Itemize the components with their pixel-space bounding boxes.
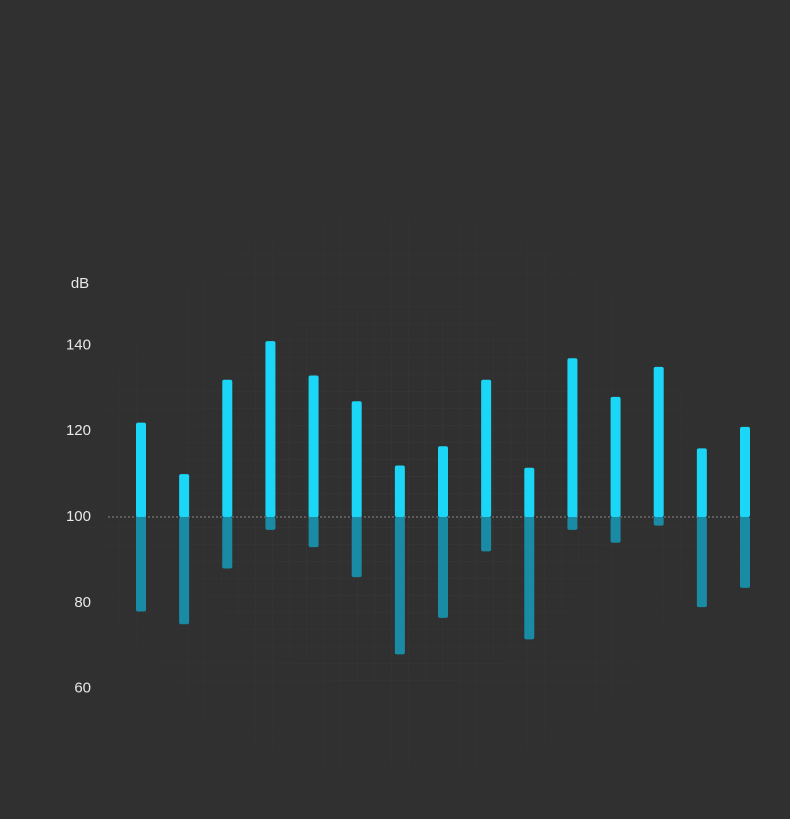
bar-upper	[136, 422, 146, 518]
bar-lower	[265, 517, 276, 530]
bar-upper	[308, 375, 319, 518]
y-tick-label: 80	[74, 594, 91, 611]
bar-upper	[696, 448, 707, 518]
bar-upper	[740, 426, 750, 518]
y-tick-label: 100	[66, 508, 91, 525]
bar-lower	[696, 517, 707, 608]
bar-lower	[438, 517, 448, 618]
bar-lower	[653, 517, 664, 526]
bar-upper	[351, 401, 362, 518]
bar-lower	[136, 517, 146, 612]
y-tick-label: 120	[66, 422, 91, 439]
background-fade	[0, 100, 790, 819]
bar-upper	[438, 446, 448, 518]
bar-upper	[179, 474, 190, 518]
y-axis-label: dB	[71, 275, 89, 292]
bar-lower	[567, 517, 578, 530]
bar-upper	[222, 379, 233, 518]
bar-lower	[610, 517, 621, 543]
bar-lower	[222, 517, 233, 569]
bar-lower	[740, 517, 750, 588]
y-tick-label: 140	[66, 336, 91, 353]
bar-upper	[567, 358, 578, 518]
bar-lower	[308, 517, 319, 548]
bar-lower	[524, 517, 535, 640]
bar-upper	[481, 379, 492, 518]
bar-upper	[653, 366, 664, 518]
bar-lower	[351, 517, 362, 578]
bar-upper	[265, 341, 276, 518]
bar-upper	[610, 396, 621, 518]
y-tick-label: 60	[74, 680, 91, 697]
bar-upper	[524, 467, 535, 518]
bar-upper	[394, 465, 405, 518]
bar-lower	[394, 517, 405, 655]
bar-lower	[179, 517, 190, 625]
bar-lower	[481, 517, 492, 552]
